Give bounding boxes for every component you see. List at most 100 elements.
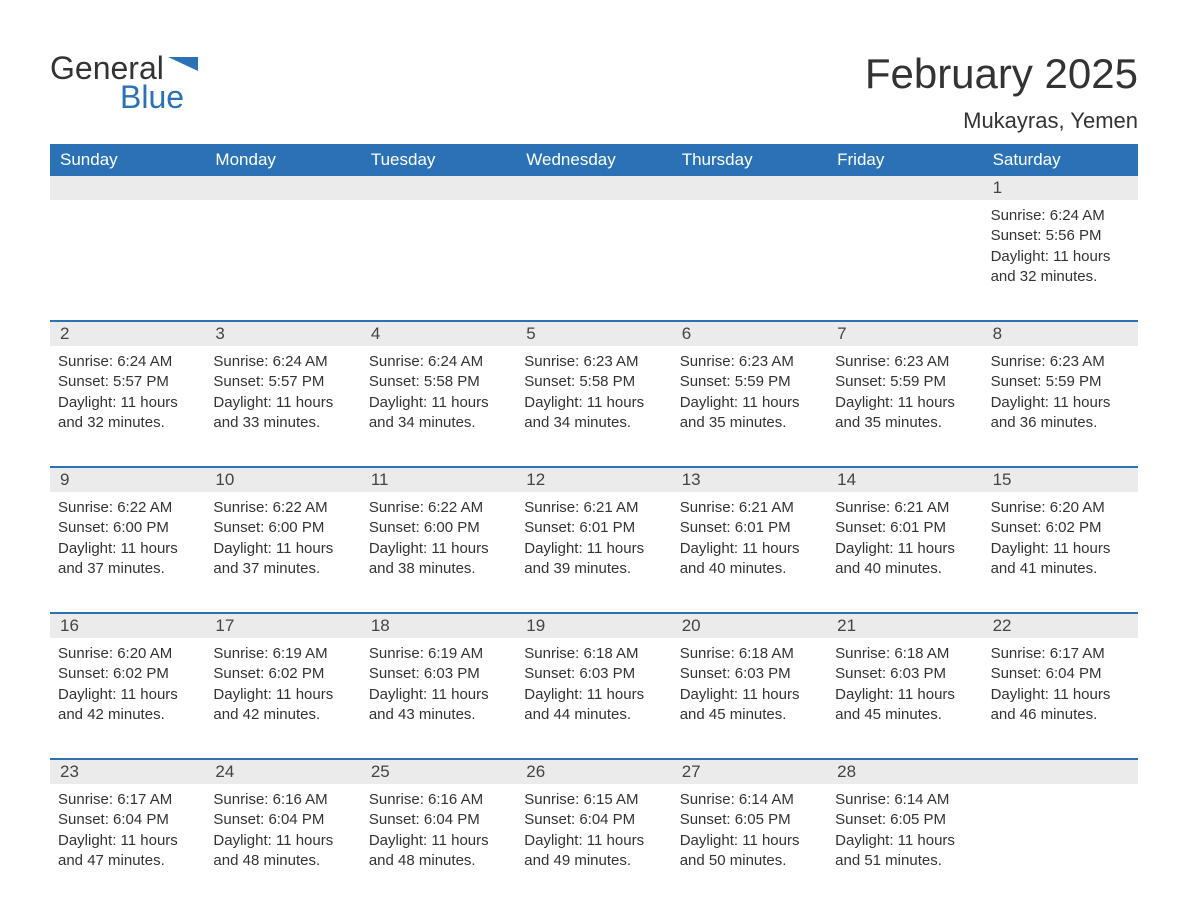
day-24: 24Sunrise: 6:16 AMSunset: 6:04 PMDayligh… — [205, 760, 360, 890]
sunrise-text: Sunrise: 6:14 AM — [835, 790, 974, 810]
daylight-text: Daylight: 11 hours and 40 minutes. — [680, 539, 819, 580]
day-11: 11Sunrise: 6:22 AMSunset: 6:00 PMDayligh… — [361, 468, 516, 598]
day-27: 27 Sunrise: 6:14 AMSunset: 6:05 PMDayligh… — [672, 760, 827, 890]
logo-word2: Blue — [120, 79, 184, 116]
sunset-text: Sunset: 6:01 PM — [524, 518, 663, 538]
sunset-text: Sunset: 6:00 PM — [213, 518, 352, 538]
daylight-text: Daylight: 11 hours and 44 minutes. — [524, 685, 663, 726]
sunrise-text: Sunrise: 6:22 AM — [213, 498, 352, 518]
day-number: 24 — [205, 760, 360, 784]
calendar: SundayMondayTuesdayWednesdayThursdayFrid… — [50, 144, 1138, 890]
sunset-text: Sunset: 6:03 PM — [524, 664, 663, 684]
sunset-text: Sunset: 5:58 PM — [524, 372, 663, 392]
day-number — [672, 176, 827, 200]
week-row: 23Sunrise: 6:17 AMSunset: 6:04 PMDayligh… — [50, 758, 1138, 890]
sunset-text: Sunset: 6:04 PM — [369, 810, 508, 830]
day-15: 15 Sunrise: 6:20 AMSunset: 6:02 PMDayligh… — [983, 468, 1138, 598]
day-12: 12Sunrise: 6:21 AMSunset: 6:01 PMDayligh… — [516, 468, 671, 598]
sunrise-text: Sunrise: 6:20 AM — [991, 498, 1130, 518]
day-number: 15 — [983, 468, 1138, 492]
day-number — [50, 176, 205, 200]
day-3: 3Sunrise: 6:24 AMSunset: 5:57 PMDaylight… — [205, 322, 360, 452]
day-28: 28Sunrise: 6:14 AMSunset: 6:05 PMDayligh… — [827, 760, 982, 890]
empty-day — [50, 176, 205, 306]
sunrise-text: Sunrise: 6:21 AM — [524, 498, 663, 518]
daylight-text: Daylight: 11 hours and 34 minutes. — [524, 393, 663, 434]
sunrise-text: Sunrise: 6:24 AM — [213, 352, 352, 372]
daylight-text: Daylight: 11 hours and 35 minutes. — [680, 393, 819, 434]
day-number: 1 — [983, 176, 1138, 200]
day-number: 12 — [516, 468, 671, 492]
sunrise-text: Sunrise: 6:19 AM — [213, 644, 352, 664]
sunset-text: Sunset: 5:58 PM — [369, 372, 508, 392]
daylight-text: Daylight: 11 hours and 36 minutes. — [991, 393, 1130, 434]
day-number: 17 — [205, 614, 360, 638]
sunrise-text: Sunrise: 6:23 AM — [524, 352, 663, 372]
empty-day — [983, 760, 1138, 890]
day-8: 8Sunrise: 6:23 AMSunset: 5:59 PMDaylight… — [983, 322, 1138, 452]
dow-tuesday: Tuesday — [361, 144, 516, 176]
sunrise-text: Sunrise: 6:23 AM — [835, 352, 974, 372]
sunrise-text: Sunrise: 6:23 AM — [680, 352, 819, 372]
day-23: 23Sunrise: 6:17 AMSunset: 6:04 PMDayligh… — [50, 760, 205, 890]
day-number: 25 — [361, 760, 516, 784]
sunset-text: Sunset: 6:05 PM — [835, 810, 974, 830]
day-number: 3 — [205, 322, 360, 346]
day-number: 20 — [672, 614, 827, 638]
day-number: 11 — [361, 468, 516, 492]
day-20: 20Sunrise: 6:18 AMSunset: 6:03 PMDayligh… — [672, 614, 827, 744]
sunset-text: Sunset: 6:04 PM — [58, 810, 197, 830]
daylight-text: Daylight: 11 hours and 37 minutes. — [58, 539, 197, 580]
day-number: 18 — [361, 614, 516, 638]
day-10: 10Sunrise: 6:22 AMSunset: 6:00 PMDayligh… — [205, 468, 360, 598]
sunset-text: Sunset: 6:04 PM — [991, 664, 1130, 684]
sunrise-text: Sunrise: 6:14 AM — [680, 790, 819, 810]
week-row: 9Sunrise: 6:22 AMSunset: 6:00 PMDaylight… — [50, 466, 1138, 598]
sunset-text: Sunset: 5:59 PM — [991, 372, 1130, 392]
sunset-text: Sunset: 6:02 PM — [991, 518, 1130, 538]
daylight-text: Daylight: 11 hours and 32 minutes. — [58, 393, 197, 434]
daylight-text: Daylight: 11 hours and 48 minutes. — [369, 831, 508, 872]
day-1: 1Sunrise: 6:24 AMSunset: 5:56 PMDaylight… — [983, 176, 1138, 306]
sunset-text: Sunset: 5:59 PM — [835, 372, 974, 392]
day-number: 8 — [983, 322, 1138, 346]
day-number: 21 — [827, 614, 982, 638]
day-6: 6Sunrise: 6:23 AMSunset: 5:59 PMDaylight… — [672, 322, 827, 452]
day-7: 7Sunrise: 6:23 AMSunset: 5:59 PMDaylight… — [827, 322, 982, 452]
dow-sunday: Sunday — [50, 144, 205, 176]
daylight-text: Daylight: 11 hours and 50 minutes. — [680, 831, 819, 872]
sunset-text: Sunset: 6:03 PM — [680, 664, 819, 684]
daylight-text: Daylight: 11 hours and 40 minutes. — [835, 539, 974, 580]
sunset-text: Sunset: 6:03 PM — [835, 664, 974, 684]
week-row: 1Sunrise: 6:24 AMSunset: 5:56 PMDaylight… — [50, 176, 1138, 306]
daylight-text: Daylight: 11 hours and 49 minutes. — [524, 831, 663, 872]
dow-thursday: Thursday — [672, 144, 827, 176]
empty-day — [361, 176, 516, 306]
daylight-text: Daylight: 11 hours and 45 minutes. — [835, 685, 974, 726]
sunset-text: Sunset: 6:02 PM — [213, 664, 352, 684]
sunset-text: Sunset: 6:03 PM — [369, 664, 508, 684]
daylight-text: Daylight: 11 hours and 47 minutes. — [58, 831, 197, 872]
title-block: February 2025 Mukayras, Yemen — [865, 50, 1138, 134]
day-number: 4 — [361, 322, 516, 346]
sunrise-text: Sunrise: 6:22 AM — [369, 498, 508, 518]
sunrise-text: Sunrise: 6:24 AM — [58, 352, 197, 372]
day-number: 14 — [827, 468, 982, 492]
logo: General Blue — [50, 50, 198, 116]
sunset-text: Sunset: 6:01 PM — [680, 518, 819, 538]
day-22: 22Sunrise: 6:17 AMSunset: 6:04 PMDayligh… — [983, 614, 1138, 744]
daylight-text: Daylight: 11 hours and 41 minutes. — [991, 539, 1130, 580]
sunrise-text: Sunrise: 6:21 AM — [835, 498, 974, 518]
sunset-text: Sunset: 5:59 PM — [680, 372, 819, 392]
sunset-text: Sunset: 6:00 PM — [58, 518, 197, 538]
day-16: 16Sunrise: 6:20 AMSunset: 6:02 PMDayligh… — [50, 614, 205, 744]
day-number — [827, 176, 982, 200]
day-18: 18Sunrise: 6:19 AMSunset: 6:03 PMDayligh… — [361, 614, 516, 744]
sunrise-text: Sunrise: 6:24 AM — [991, 206, 1130, 226]
sunset-text: Sunset: 6:04 PM — [524, 810, 663, 830]
daylight-text: Daylight: 11 hours and 46 minutes. — [991, 685, 1130, 726]
day-number: 27 — [672, 760, 827, 784]
week-row: 2Sunrise: 6:24 AMSunset: 5:57 PMDaylight… — [50, 320, 1138, 452]
sunset-text: Sunset: 6:05 PM — [680, 810, 819, 830]
daylight-text: Daylight: 11 hours and 33 minutes. — [213, 393, 352, 434]
